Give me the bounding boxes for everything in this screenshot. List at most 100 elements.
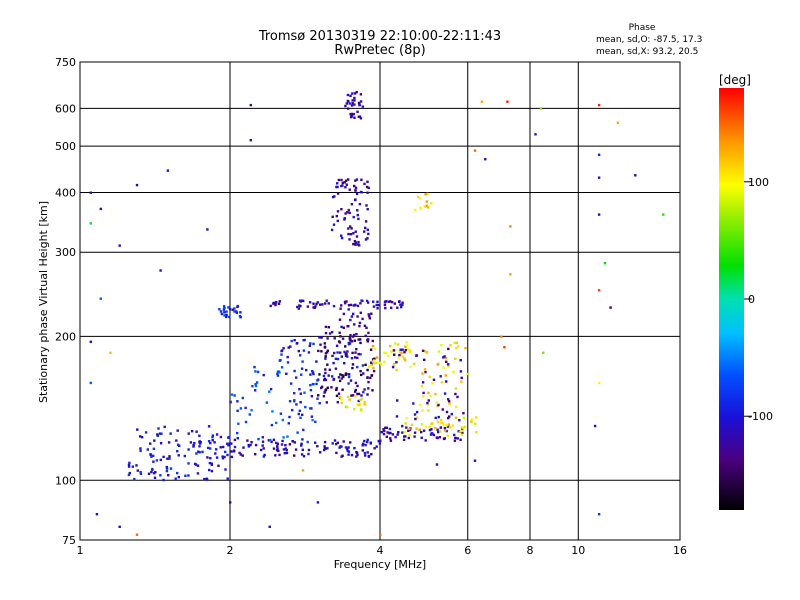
data-point <box>131 465 134 468</box>
data-point <box>336 185 339 189</box>
data-point <box>228 308 232 311</box>
data-point <box>385 426 388 429</box>
data-point <box>350 203 354 206</box>
data-point <box>346 350 349 353</box>
data-point <box>332 223 336 226</box>
data-point <box>373 347 377 350</box>
data-point <box>419 197 422 200</box>
data-point <box>354 230 357 233</box>
data-point <box>442 423 446 427</box>
data-point <box>296 342 299 345</box>
data-point <box>338 331 341 334</box>
data-point <box>454 346 458 350</box>
data-point <box>444 357 448 360</box>
data-point <box>385 435 388 438</box>
data-point <box>168 455 171 458</box>
y-tick-label: 500 <box>55 140 76 153</box>
data-point <box>336 192 340 195</box>
data-point <box>428 425 431 429</box>
data-point <box>361 449 364 452</box>
data-point <box>336 441 339 444</box>
data-point <box>300 373 303 376</box>
data-point <box>456 395 459 399</box>
data-point <box>346 211 349 214</box>
data-point <box>270 423 274 427</box>
data-point <box>139 470 142 474</box>
data-point <box>284 447 287 450</box>
data-point <box>305 368 308 372</box>
data-point <box>349 441 352 444</box>
data-point <box>323 445 326 448</box>
data-point <box>149 453 152 456</box>
data-point <box>475 431 478 434</box>
data-point <box>312 372 315 376</box>
data-point <box>226 453 229 457</box>
data-points <box>89 90 665 536</box>
data-point <box>293 339 296 342</box>
data-point <box>335 388 338 391</box>
data-point <box>426 192 429 196</box>
data-point <box>280 366 284 369</box>
data-point <box>326 447 329 450</box>
data-point <box>147 472 151 475</box>
data-point <box>332 377 336 381</box>
data-point <box>370 361 373 364</box>
data-point <box>389 439 393 442</box>
data-point <box>279 358 282 362</box>
data-point <box>335 344 339 347</box>
data-point <box>358 115 362 118</box>
data-point <box>346 93 350 97</box>
data-point <box>593 424 597 428</box>
data-point <box>127 463 131 467</box>
data-point <box>118 525 121 528</box>
data-point <box>220 312 224 316</box>
data-point <box>597 103 601 107</box>
data-point <box>353 356 357 359</box>
data-point <box>362 390 365 394</box>
data-point <box>167 441 171 444</box>
data-point <box>231 308 234 311</box>
data-point <box>152 460 155 463</box>
data-point <box>286 361 290 364</box>
data-point <box>356 356 359 360</box>
data-point <box>288 415 291 419</box>
data-point <box>277 370 280 373</box>
data-point <box>335 451 338 455</box>
data-point <box>348 342 352 345</box>
data-point <box>415 410 419 414</box>
data-point <box>359 311 362 314</box>
data-point <box>348 398 351 401</box>
data-point <box>435 401 438 404</box>
data-point <box>343 218 346 221</box>
data-point <box>241 396 244 400</box>
data-point <box>459 438 462 441</box>
data-point <box>280 349 284 352</box>
data-point <box>355 348 358 351</box>
data-point <box>206 228 209 231</box>
data-point <box>319 343 322 346</box>
data-point <box>229 401 232 404</box>
data-point <box>272 438 276 441</box>
data-point <box>364 238 368 241</box>
data-point <box>128 461 131 465</box>
data-point <box>301 469 305 472</box>
data-point <box>280 443 284 446</box>
data-point <box>311 370 314 373</box>
data-point <box>397 356 400 360</box>
data-point <box>324 447 327 450</box>
data-point <box>379 533 382 536</box>
data-point <box>251 385 254 388</box>
data-point <box>249 139 252 142</box>
data-point <box>353 339 356 342</box>
data-point <box>396 399 399 402</box>
data-point <box>354 186 358 189</box>
data-point <box>337 376 341 379</box>
data-point <box>269 304 272 308</box>
data-point <box>340 234 343 237</box>
data-point <box>271 410 274 413</box>
data-point <box>118 244 121 247</box>
data-point <box>334 367 338 370</box>
data-point <box>226 477 229 480</box>
data-point <box>364 454 367 457</box>
data-point <box>454 436 457 440</box>
